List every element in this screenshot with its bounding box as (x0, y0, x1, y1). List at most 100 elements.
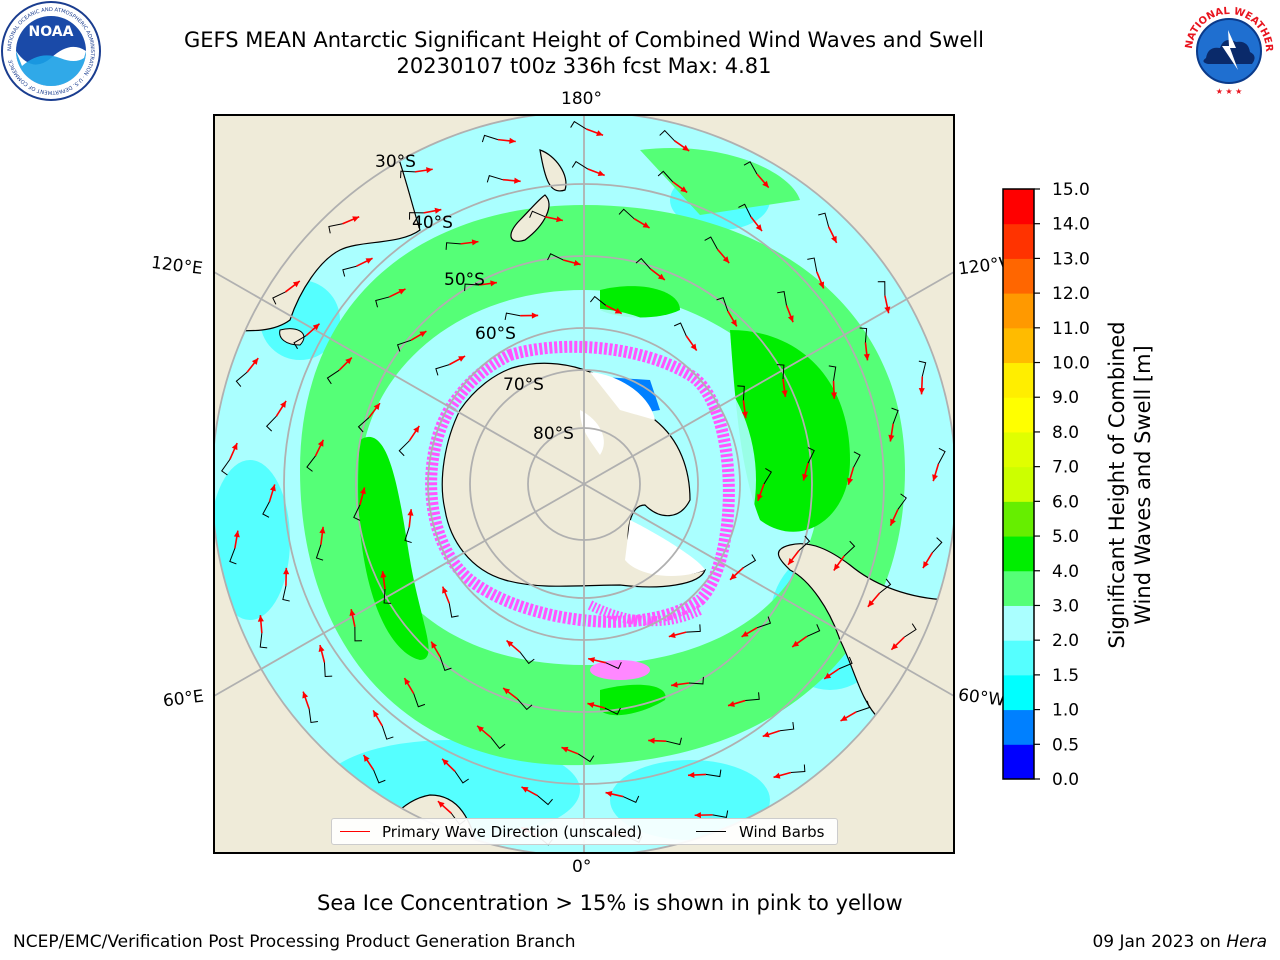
lat-label-70s: 70°S (503, 375, 544, 395)
nws-logo-icon: NATIONAL WEATHER SERVICE ★ ★ ★ (1178, 0, 1278, 100)
colorbar-tick-label: 14.0 (1052, 215, 1090, 235)
colorbar-segment (1003, 570, 1034, 606)
wind-barb (328, 223, 343, 234)
wind-barb (843, 540, 856, 557)
wind-barb (743, 554, 757, 569)
wave-arrowhead (596, 130, 604, 136)
wind-barb (571, 160, 589, 170)
wave-arrowhead (458, 356, 466, 362)
wind-barb (454, 771, 469, 784)
wind-barb (326, 369, 340, 385)
wind-barb (635, 257, 651, 270)
wind-barb (756, 616, 772, 629)
wind-barb (828, 365, 837, 381)
wind-barb (712, 810, 729, 818)
wave-arrowhead (722, 256, 730, 264)
wind-barb (381, 725, 394, 740)
wave-arrowhead (442, 586, 448, 594)
wind-barb (315, 544, 324, 561)
wind-barb (517, 698, 533, 711)
colorbar-segment (1003, 536, 1034, 572)
wind-barb (657, 170, 674, 183)
wave-arrowhead (345, 357, 352, 365)
wave-arrowhead (471, 239, 479, 246)
wave-arrowhead (514, 177, 521, 184)
lat-label-30s: 30°S (375, 152, 416, 172)
wind-barb (342, 265, 357, 277)
colorbar-segment (1003, 223, 1034, 259)
wind-barb (686, 624, 701, 633)
wind-barb (853, 451, 861, 468)
chart-subtitle: 20230107 t00z 336h fcst Max: 4.81 (396, 54, 772, 78)
wind-barb (838, 656, 853, 670)
colorbar-tick-label: 9.0 (1052, 388, 1079, 408)
colorbar-segment (1003, 605, 1034, 641)
wave-arrowhead (741, 630, 749, 637)
wave-arrowhead (787, 315, 794, 323)
svg-text:★ ★ ★: ★ ★ ★ (1216, 87, 1243, 96)
wave-arrowhead (690, 343, 697, 351)
wave-arrowhead (668, 632, 676, 639)
wave-arrowhead (431, 641, 438, 649)
wave-arrowhead (280, 400, 287, 408)
wind-barb (688, 676, 704, 685)
colorbar-tick-label: 12.0 (1052, 284, 1090, 304)
footer-date: 09 Jan 2023 on Hera (1092, 932, 1267, 952)
wind-barb (409, 212, 424, 220)
wave-arrowhead (891, 643, 899, 650)
wave-arrowhead (792, 640, 800, 647)
wind-barb (519, 651, 535, 665)
wind-barb (265, 415, 277, 432)
wave-arrowhead (317, 439, 324, 447)
wind-barb (235, 371, 248, 387)
wind-barb (705, 769, 722, 778)
wave-arrowhead (588, 657, 595, 663)
wave-direction-arrows (221, 120, 946, 846)
wave-arrowhead (319, 526, 326, 534)
lon-label-0: 0° (572, 857, 592, 877)
wind-barb (323, 662, 333, 678)
wave-arrowhead (521, 786, 529, 793)
wave-arrowhead (755, 224, 762, 232)
wind-barb (262, 501, 270, 518)
colorbar-segment (1003, 362, 1034, 398)
colorbar-tick-label: 8.0 (1052, 423, 1079, 443)
wave-arrowhead (233, 530, 240, 538)
colorbar-segment (1003, 709, 1034, 745)
wind-barb (659, 129, 675, 142)
wave-arrowhead (671, 681, 678, 688)
colorbar-tick-label: 15.0 (1052, 180, 1090, 200)
wind-barb (704, 236, 718, 250)
wave-arrowhead (833, 563, 840, 571)
wave-arrowhead (867, 600, 875, 607)
wind-barb (221, 459, 231, 476)
wind-barb (776, 364, 785, 380)
lat-label-40s: 40°S (412, 213, 453, 233)
colorbar-tick-label: 7.0 (1052, 458, 1079, 478)
wave-arrowhead (477, 725, 484, 733)
wind-barb (931, 537, 943, 554)
wave-arrowhead (614, 307, 622, 314)
wave-arrowhead (757, 493, 763, 501)
wave-arrowhead (888, 434, 895, 442)
wind-barb (373, 769, 386, 784)
wind-barb (618, 208, 635, 220)
footer-branch: NCEP/EMC/Verification Post Processing Pr… (13, 932, 576, 952)
outer-land (214, 115, 954, 853)
colorbar-tick-label: 10.0 (1052, 354, 1090, 374)
wind-barb (879, 578, 892, 594)
wind-barb (435, 364, 450, 376)
wind-barb (282, 585, 290, 602)
wind-barb (779, 722, 795, 732)
wave-arrowhead (605, 790, 613, 797)
wind-barb (464, 283, 480, 292)
map-frame (213, 114, 955, 854)
wave-arrowhead (292, 281, 300, 288)
colorbar-tick-label: 1.0 (1052, 701, 1079, 721)
wind-barb (293, 335, 307, 350)
wind-barb (806, 624, 821, 637)
wave-arrowhead (657, 273, 665, 280)
wind-barb (570, 120, 587, 130)
colorbar-segment (1003, 189, 1034, 225)
